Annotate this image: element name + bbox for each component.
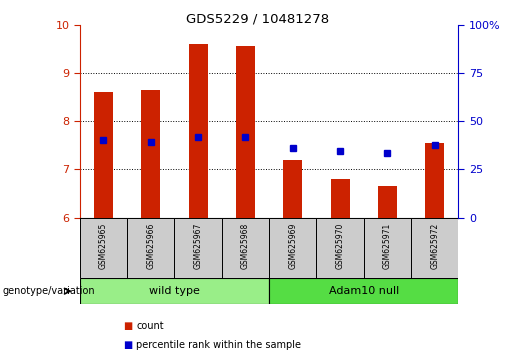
Bar <box>80 218 127 278</box>
Text: GSM625968: GSM625968 <box>241 223 250 269</box>
Text: count: count <box>136 321 164 331</box>
Text: GSM625967: GSM625967 <box>194 223 202 269</box>
Text: GSM625971: GSM625971 <box>383 223 392 269</box>
Text: GSM625966: GSM625966 <box>146 223 156 269</box>
Bar <box>411 218 458 278</box>
Bar <box>269 278 458 304</box>
Text: genotype/variation: genotype/variation <box>3 286 95 296</box>
Bar <box>269 218 316 278</box>
Bar <box>141 90 160 218</box>
Text: wild type: wild type <box>149 286 200 296</box>
Bar <box>175 218 222 278</box>
Text: percentile rank within the sample: percentile rank within the sample <box>136 340 301 350</box>
Bar <box>425 143 444 218</box>
Text: ■: ■ <box>124 321 133 331</box>
Text: Adam10 null: Adam10 null <box>329 286 399 296</box>
Bar <box>316 218 364 278</box>
Text: GSM625972: GSM625972 <box>430 223 439 269</box>
Text: GDS5229 / 10481278: GDS5229 / 10481278 <box>186 12 329 25</box>
Bar <box>80 278 269 304</box>
Text: GSM625970: GSM625970 <box>336 223 345 269</box>
Bar <box>222 218 269 278</box>
Text: GSM625969: GSM625969 <box>288 223 297 269</box>
Bar <box>188 44 208 218</box>
Bar <box>378 186 397 218</box>
Bar <box>331 179 350 218</box>
Text: GSM625965: GSM625965 <box>99 223 108 269</box>
Bar <box>127 218 175 278</box>
Bar <box>364 218 411 278</box>
Bar <box>283 160 302 218</box>
Bar <box>94 92 113 218</box>
Text: ■: ■ <box>124 340 133 350</box>
Bar <box>236 46 255 218</box>
